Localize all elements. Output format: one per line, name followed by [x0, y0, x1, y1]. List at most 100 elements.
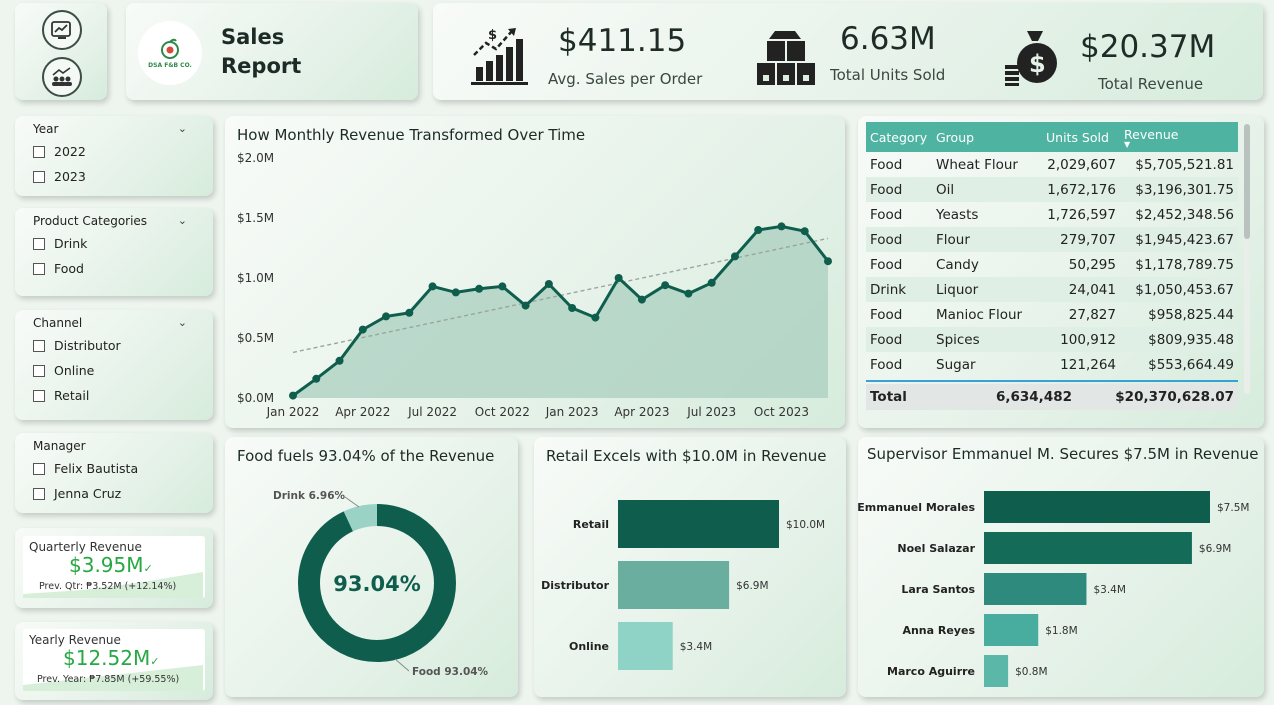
manager-slicer-title: Manager: [33, 439, 86, 453]
donut-title: Food fuels 93.04% of the Revenue: [237, 447, 495, 465]
revenue-point: [498, 282, 507, 291]
x-tick-label: Jan 2022: [266, 405, 320, 419]
col-header-category[interactable]: Category: [870, 129, 928, 145]
chevron-down-icon[interactable]: ⌄: [177, 316, 187, 329]
line-chart-svg: $0.0M $0.5M $1.0M $1.5M $2.0M Jan 2022 Apr 202…: [237, 151, 832, 419]
bar-value-label: $0.8M: [1015, 666, 1047, 678]
cell-category: Food: [870, 156, 903, 173]
money-bag-icon: $: [1005, 31, 1057, 86]
cell-revenue: $1,945,423.67: [1120, 227, 1238, 252]
yearly-title: Yearly Revenue: [29, 633, 121, 647]
chevron-down-icon[interactable]: ⌄: [177, 122, 187, 135]
cell-units: 1,672,176: [1042, 177, 1120, 202]
cell-category: Food: [870, 306, 903, 323]
table-row[interactable]: Food Wheat Flour 2,029,607 $5,705,521.81: [866, 152, 1238, 177]
checkbox[interactable]: [33, 487, 45, 500]
scrollbar-thumb[interactable]: [1244, 124, 1250, 239]
cell-revenue: $2,452,348.56: [1135, 206, 1234, 223]
bar-category-label: Retail: [573, 518, 609, 531]
revenue-point: [707, 278, 716, 287]
table-scrollbar[interactable]: [1244, 124, 1250, 394]
sort-desc-icon: ▼: [1124, 139, 1131, 149]
checkbox[interactable]: [33, 462, 45, 475]
checkbox[interactable]: [33, 170, 45, 183]
quarterly-sparkline: [23, 572, 203, 598]
table-row[interactable]: Food Flour 279,707 $1,945,423.67: [866, 227, 1238, 252]
manager-option-jenna[interactable]: Jenna Cruz: [33, 486, 121, 501]
nav-panel: [15, 3, 107, 100]
revenue-area: [293, 226, 828, 398]
units-sold-label: Total Units Sold: [830, 66, 946, 84]
yearly-kpi-box: Yearly Revenue $12.52M✓ Prev. Year: ₱7.8…: [23, 629, 205, 691]
product-table: Category Group Units Sold Revenue ▼ Food W…: [866, 122, 1238, 410]
channel-slicer: Channel ⌄ Distributor Online Retail: [15, 310, 213, 420]
total-revenue-label: Total Revenue: [1098, 75, 1204, 93]
channel-bar-svg: Retail $10.0M Distributor $6.9M Online $3.4M: [541, 500, 825, 670]
checkbox[interactable]: [33, 364, 45, 377]
food-leader-line: [394, 658, 410, 672]
channel-option-retail[interactable]: Retail: [33, 388, 89, 403]
category-option-drink[interactable]: Drink: [33, 236, 87, 251]
supervisor-revenue-card: Supervisor Emmanuel M. Secures $7.5M in …: [858, 437, 1264, 697]
cell-units: 50,295: [1068, 256, 1116, 273]
food-data-label: Food 93.04%: [412, 666, 489, 678]
manager-option-felix[interactable]: Felix Bautista: [33, 461, 138, 476]
category-option-food[interactable]: Food: [33, 261, 84, 276]
table-row[interactable]: Food Spices 100,912 $809,935.48: [866, 327, 1238, 352]
bar-category-label: Anna Reyes: [902, 624, 975, 637]
cell-group: Yeasts: [936, 206, 979, 223]
team-icon[interactable]: [42, 57, 82, 97]
bar: [618, 561, 730, 609]
bar-category-label: Lara Santos: [901, 583, 975, 596]
chevron-down-icon[interactable]: ⌄: [177, 214, 187, 227]
revenue-point: [661, 281, 670, 290]
table-partial-row: [866, 377, 1238, 382]
channel-option-distributor[interactable]: Distributor: [33, 338, 121, 353]
table-row[interactable]: Food Manioc Flour 27,827 $958,825.44: [866, 302, 1238, 327]
product-table-card: Category Group Units Sold Revenue ▼ Food W…: [858, 116, 1264, 428]
checkbox[interactable]: [33, 389, 45, 402]
checkbox[interactable]: [33, 237, 45, 250]
col-header-units[interactable]: Units Sold: [1046, 129, 1109, 145]
cell-category: Food: [870, 256, 903, 273]
cell-revenue: $958,825.44: [1148, 306, 1234, 323]
table-row[interactable]: Food Oil 1,672,176 $3,196,301.75: [866, 177, 1238, 202]
revenue-line: [292, 224, 830, 397]
table-row[interactable]: Food Sugar 121,264 $553,664.49: [866, 352, 1238, 377]
cell-group: Oil: [932, 177, 1042, 202]
cell-group: Manioc Flour: [936, 306, 1023, 323]
bar: [984, 491, 1210, 523]
quarterly-revenue-card: Quarterly Revenue $3.95M✓ Prev. Qtr: ₱3.…: [15, 528, 213, 608]
cell-group: Sugar: [936, 356, 976, 373]
bar-category-label: Emmanuel Morales: [858, 501, 975, 514]
cell-category: Food: [870, 206, 903, 223]
revenue-point: [777, 222, 786, 231]
revenue-point: [568, 304, 577, 312]
cell-units: 24,041: [1042, 277, 1120, 302]
channel-option-online[interactable]: Online: [33, 363, 94, 378]
bar-value-label: $3.4M: [680, 641, 712, 653]
supervisor-bar-svg: Emmanuel Morales $7.5M Noel Salazar $6.9M La…: [858, 491, 1249, 687]
revenue-point: [800, 227, 809, 236]
report-header: DSA F&B CO. Sales Report: [126, 3, 418, 100]
cell-group: Wheat Flour: [936, 156, 1018, 173]
sales-chart-icon[interactable]: [42, 10, 82, 50]
table-row[interactable]: Food Yeasts 1,726,597 $2,452,348.56: [866, 202, 1238, 227]
year-option-2023[interactable]: 2023: [33, 169, 86, 184]
bar-value-label: $6.9M: [736, 580, 768, 592]
revenue-point: [637, 295, 646, 304]
x-tick-label: Oct 2023: [754, 405, 809, 419]
col-header-group[interactable]: Group: [936, 129, 975, 145]
checkbox[interactable]: [33, 339, 45, 352]
x-tick-label: Oct 2022: [475, 405, 530, 419]
kpi-panel: $ $411.15 Avg. Sales per Order 6.63M Tot…: [433, 3, 1263, 100]
units-sold-value: 6.63M: [840, 21, 936, 57]
col-header-revenue[interactable]: Revenue ▼: [1120, 122, 1238, 152]
checkbox[interactable]: [33, 262, 45, 275]
table-row[interactable]: Food Candy 50,295 $1,178,789.75: [866, 252, 1238, 277]
year-option-2022[interactable]: 2022: [33, 144, 86, 159]
y-tick-label: $2.0M: [237, 151, 274, 165]
bar-value-label: $1.8M: [1045, 625, 1077, 637]
checkbox[interactable]: [33, 145, 45, 158]
table-row[interactable]: Drink Liquor 24,041 $1,050,453.67: [866, 277, 1238, 302]
